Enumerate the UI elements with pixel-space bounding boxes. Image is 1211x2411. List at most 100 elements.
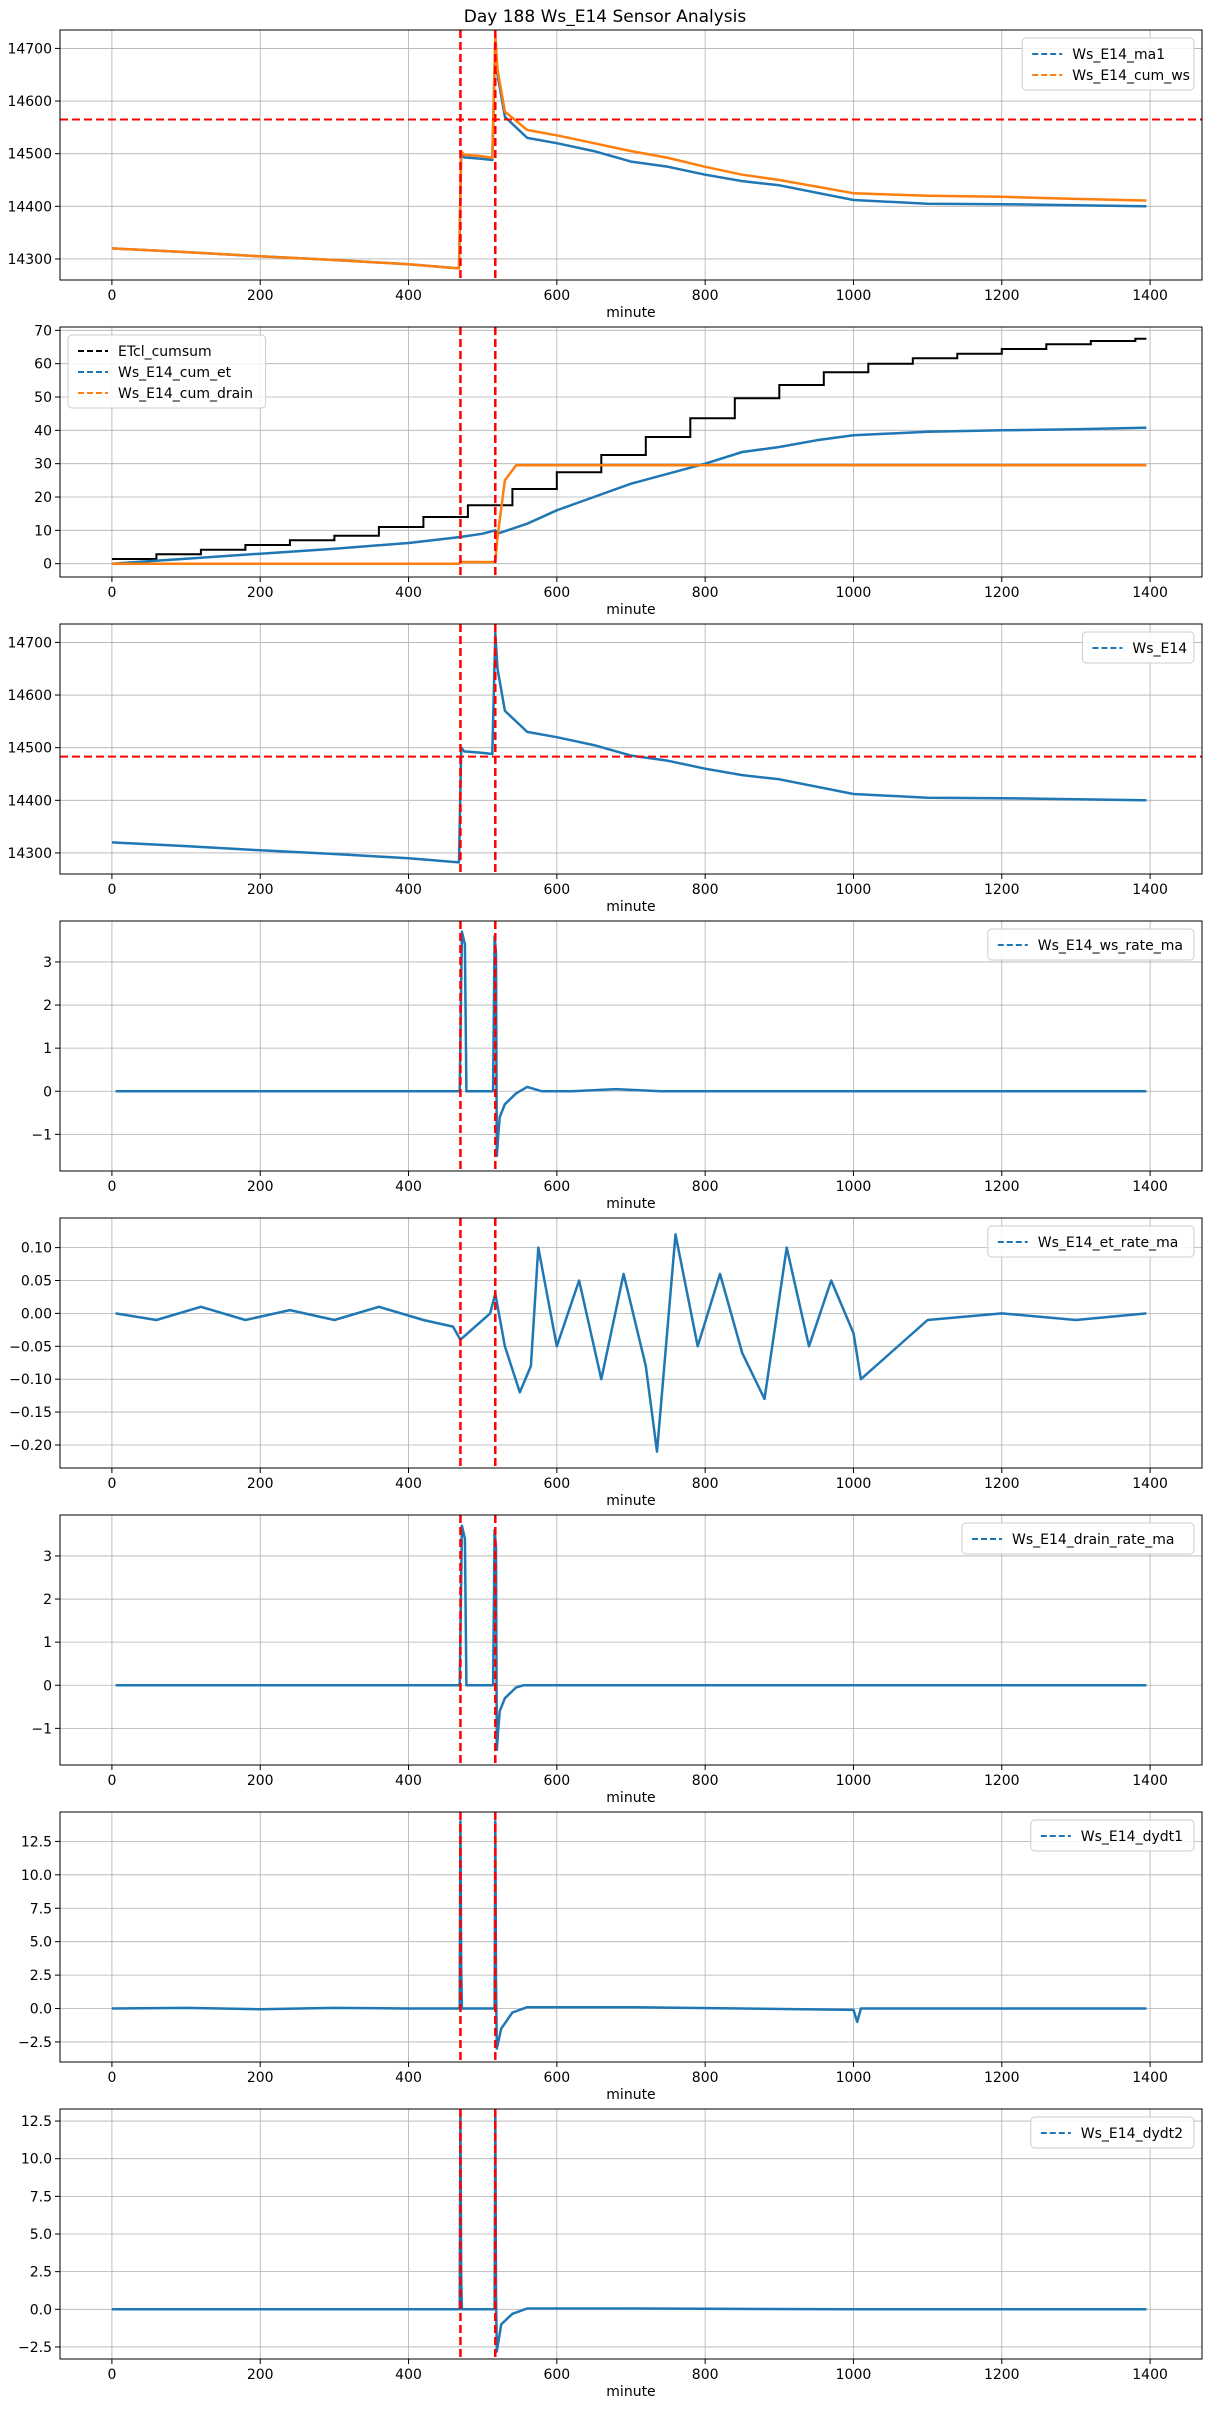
y-tick-label: 14600 (7, 688, 52, 704)
series-line-Ws_E14_dydt1 (111, 1820, 1147, 2050)
x-tick-label: 1400 (1132, 2070, 1168, 2086)
y-tick-label: 20 (34, 490, 52, 506)
x-tick-label: 1400 (1132, 1476, 1168, 1492)
series-line-Ws_E14_et_rate_ma (115, 1233, 1147, 1453)
figure-title: Day 188 Ws_E14 Sensor Analysis (464, 7, 747, 27)
series-line-Ws_E14_cum_ws (111, 34, 1147, 270)
y-tick-label: −2.5 (18, 2340, 52, 2356)
legend: Ws_E14_et_rate_ma (987, 1225, 1195, 1258)
panel-1: 0 200 400 600 800 1000 1200 1400 14300 14400 14500… (7, 29, 1203, 321)
y-tick-label: 0.00 (21, 1306, 52, 1322)
x-axis-label: minute (606, 602, 655, 618)
x-tick-label: 600 (543, 1179, 570, 1195)
y-tick-label: −0.20 (9, 1438, 52, 1454)
x-tick-label: 400 (395, 1179, 422, 1195)
y-tick-label: 14700 (7, 41, 52, 57)
legend-label: Ws_E14_ma1 (1072, 47, 1165, 63)
legend-label: Ws_E14 (1132, 641, 1187, 657)
y-tick-label: 40 (34, 423, 52, 439)
plot-area (111, 2109, 1147, 2359)
legend-box (987, 928, 1195, 961)
x-tick-label: 800 (692, 2367, 719, 2383)
x-tick-label: 1400 (1132, 288, 1168, 304)
series-line-Ws_E14_drain_rate_ma (115, 1524, 1147, 1752)
legend-label: Ws_E14_ws_rate_ma (1038, 938, 1183, 954)
axes-frame (59, 2108, 1203, 2360)
y-tick-label: 2 (43, 998, 52, 1014)
legend-label: Ws_E14_drain_rate_ma (1012, 1532, 1174, 1548)
axes-frame (59, 29, 1203, 281)
legend: Ws_E14_ws_rate_ma (987, 928, 1195, 961)
x-tick-label: 1200 (984, 2367, 1020, 2383)
y-tick-label: 0.0 (30, 2302, 52, 2318)
y-tick-label: 14500 (7, 741, 52, 757)
x-axis-label: minute (606, 305, 655, 321)
y-tick-label: 0 (43, 1678, 52, 1694)
x-tick-label: 0 (107, 1773, 116, 1789)
y-tick-label: 12.5 (21, 2114, 52, 2130)
y-tick-label: 7.5 (30, 1901, 52, 1917)
panel-7: 0 200 400 600 800 1000 1200 1400 −2.5 0.0 2.5 5.0 7.… (18, 1811, 1203, 2103)
y-tick-label: 5.0 (30, 1935, 52, 1951)
x-tick-label: 1400 (1132, 2367, 1168, 2383)
x-axis-label: minute (606, 1196, 655, 1212)
y-tick-label: 14400 (7, 793, 52, 809)
plot-area (115, 1515, 1147, 1765)
x-axis-label: minute (606, 899, 655, 915)
x-tick-label: 1400 (1132, 1179, 1168, 1195)
y-tick-label: 2.5 (30, 2265, 52, 2281)
legend-label: Ws_E14_cum_et (118, 365, 232, 381)
x-tick-label: 0 (107, 288, 116, 304)
y-tick-label: 1 (43, 1041, 52, 1057)
x-tick-label: 1200 (984, 1773, 1020, 1789)
y-tick-label: −0.05 (9, 1339, 52, 1355)
panel-5: 0 200 400 600 800 1000 1200 1400 −0.20 −0.15 −0.10… (9, 1217, 1203, 1509)
x-tick-label: 600 (543, 1773, 570, 1789)
x-tick-label: 0 (107, 2367, 116, 2383)
x-tick-label: 400 (395, 585, 422, 601)
series-line-Ws_E14_cum_drain (111, 464, 1147, 565)
x-tick-label: 1200 (984, 288, 1020, 304)
x-tick-label: 1200 (984, 585, 1020, 601)
x-tick-label: 1200 (984, 1179, 1020, 1195)
y-tick-label: 2.5 (30, 1968, 52, 1984)
x-tick-label: 1400 (1132, 585, 1168, 601)
legend: ETcl_cumsum Ws_E14_cum_et Ws_E14_cum_drain (67, 334, 267, 409)
x-axis-label: minute (606, 1790, 655, 1806)
x-tick-label: 200 (247, 1179, 274, 1195)
legend-label: Ws_E14_cum_ws (1072, 68, 1190, 84)
x-tick-label: 400 (395, 2367, 422, 2383)
x-tick-label: 800 (692, 1773, 719, 1789)
y-tick-label: −1 (31, 1127, 52, 1143)
plot-area (111, 1812, 1147, 2062)
y-tick-label: −0.10 (9, 1372, 52, 1388)
legend-box (67, 334, 267, 409)
panel-4: 0 200 400 600 800 1000 1200 1400 −1 0 1 2 3 minute Ws_… (31, 920, 1203, 1212)
panel-6: 0 200 400 600 800 1000 1200 1400 −1 0 1 2 3 minute Ws_… (31, 1514, 1203, 1806)
axes-frame (59, 623, 1203, 875)
y-tick-label: 14300 (7, 846, 52, 862)
panel-2: 0 200 400 600 800 1000 1200 1400 0 10 20 30 40 50 60 70… (34, 323, 1203, 618)
x-tick-label: 1400 (1132, 882, 1168, 898)
x-tick-label: 1000 (836, 585, 872, 601)
y-tick-label: 0 (43, 1084, 52, 1100)
y-tick-label: 30 (34, 457, 52, 473)
x-tick-label: 200 (247, 2070, 274, 2086)
x-tick-label: 400 (395, 882, 422, 898)
x-tick-label: 1200 (984, 882, 1020, 898)
legend-box (1030, 1819, 1195, 1852)
x-tick-label: 200 (247, 288, 274, 304)
y-tick-label: 12.5 (21, 1834, 52, 1850)
x-tick-label: 0 (107, 585, 116, 601)
axes-frame (59, 326, 1203, 578)
x-tick-label: 800 (692, 585, 719, 601)
y-tick-label: −0.15 (9, 1405, 52, 1421)
y-tick-label: 10.0 (21, 1868, 52, 1884)
x-tick-label: 1000 (836, 288, 872, 304)
legend-label: Ws_E14_dydt1 (1081, 1829, 1183, 1845)
x-tick-label: 800 (692, 882, 719, 898)
y-tick-label: 5.0 (30, 2227, 52, 2243)
x-tick-label: 1000 (836, 1179, 872, 1195)
x-axis-label: minute (606, 2087, 655, 2103)
